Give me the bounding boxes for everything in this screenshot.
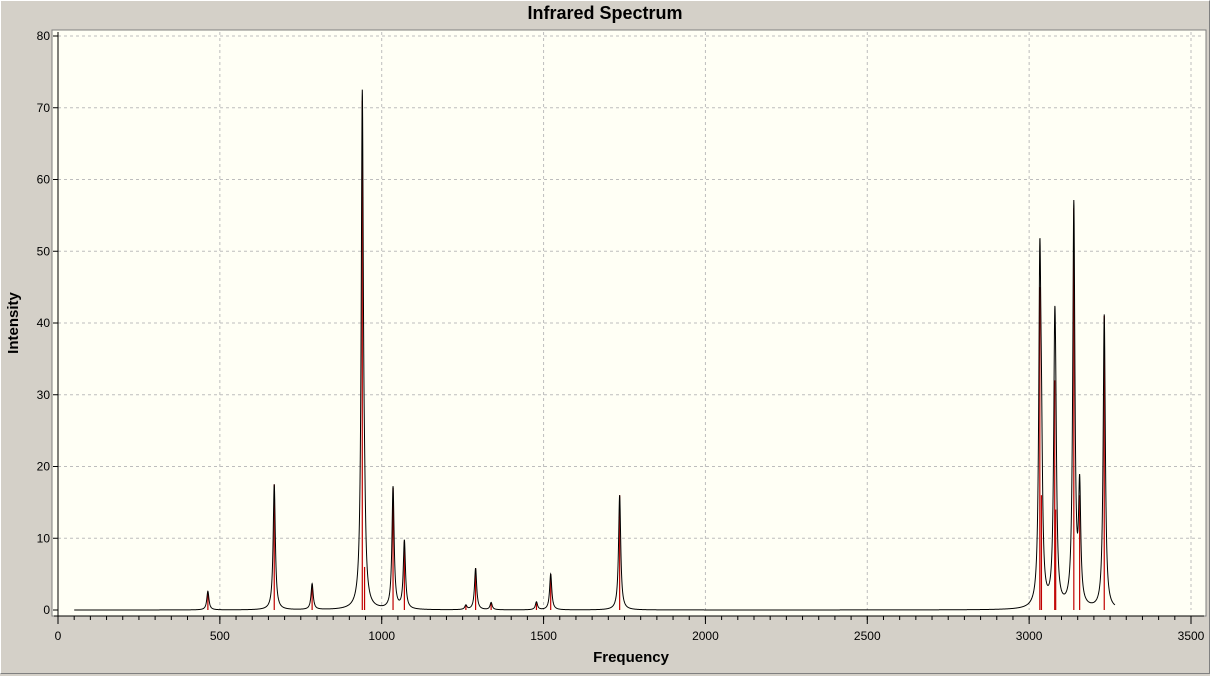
y-tick-label: 30 — [37, 388, 51, 402]
grid-layer — [58, 32, 1204, 610]
y-tick-label: 60 — [37, 173, 51, 187]
chart-title: Infrared Spectrum — [527, 3, 683, 23]
y-axis-title: Intensity — [5, 292, 22, 354]
y-tick-label: 10 — [37, 531, 51, 545]
x-tick-label: 3000 — [1016, 629, 1043, 643]
x-axis-title: Frequency — [593, 649, 670, 666]
y-tick-label: 0 — [43, 603, 50, 617]
curve-layer — [74, 89, 1116, 611]
spectrum-line — [74, 89, 1116, 611]
y-tick-label: 40 — [37, 316, 51, 330]
x-tick-label: 3500 — [1178, 629, 1205, 643]
x-tick-label: 2500 — [854, 629, 881, 643]
y-tick-label: 20 — [37, 460, 51, 474]
y-tick-label: 50 — [37, 244, 51, 258]
y-tick-label: 70 — [37, 101, 51, 115]
x-tick-label: 0 — [55, 629, 62, 643]
x-tick-label: 500 — [210, 629, 230, 643]
x-tick-label: 1000 — [368, 629, 395, 643]
x-tick-label: 2000 — [692, 629, 719, 643]
stick-layer — [207, 100, 1105, 610]
axis-layer: 0 10 20 30 40 50 60 70 80 0 500 1000 1500 2000 2500 300… — [37, 29, 1205, 643]
y-tick-label: 80 — [37, 29, 51, 43]
x-tick-label: 1500 — [530, 629, 557, 643]
